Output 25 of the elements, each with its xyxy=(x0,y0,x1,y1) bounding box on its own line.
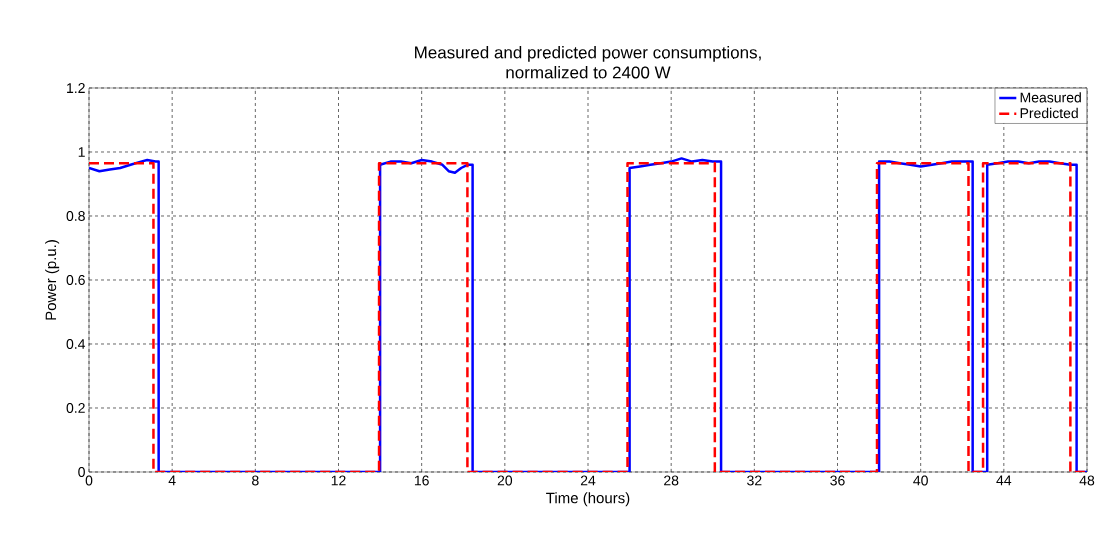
x-tick-label: 0 xyxy=(85,475,93,486)
y-tick-label: 0.4 xyxy=(66,339,86,349)
x-tick-label: 36 xyxy=(830,475,845,486)
legend-label: Measured xyxy=(1020,92,1081,103)
y-tick-label: 0.6 xyxy=(66,275,85,285)
y-tick-label: 0.8 xyxy=(66,211,85,221)
x-tick-label: 20 xyxy=(497,475,513,486)
y-tick-label: 1.2 xyxy=(67,83,85,93)
y-tick-label: 0.2 xyxy=(66,403,85,413)
x-tick-label: 32 xyxy=(747,475,762,486)
x-tick-label: 44 xyxy=(996,475,1012,486)
x-tick-label: 8 xyxy=(252,475,259,486)
chart-title: Measured and predicted power consumptions, normalized to 2400 W xyxy=(415,45,761,79)
x-tick-label: 4 xyxy=(168,475,176,486)
x-tick-label: 28 xyxy=(664,475,679,486)
x-tick-label: 48 xyxy=(1079,475,1095,486)
y-tick-label: 1 xyxy=(78,147,85,157)
x-tick-label: 24 xyxy=(580,475,596,486)
x-axis-title: Time (hours) xyxy=(546,492,630,507)
y-axis-title: Power (p.u.) xyxy=(45,240,60,320)
legend-label: Predicted xyxy=(1020,107,1078,119)
x-tick-label: 40 xyxy=(913,475,928,486)
y-tick-label: 0 xyxy=(78,467,85,477)
x-tick-label: 16 xyxy=(414,475,429,486)
x-tick-label: 12 xyxy=(331,475,346,486)
